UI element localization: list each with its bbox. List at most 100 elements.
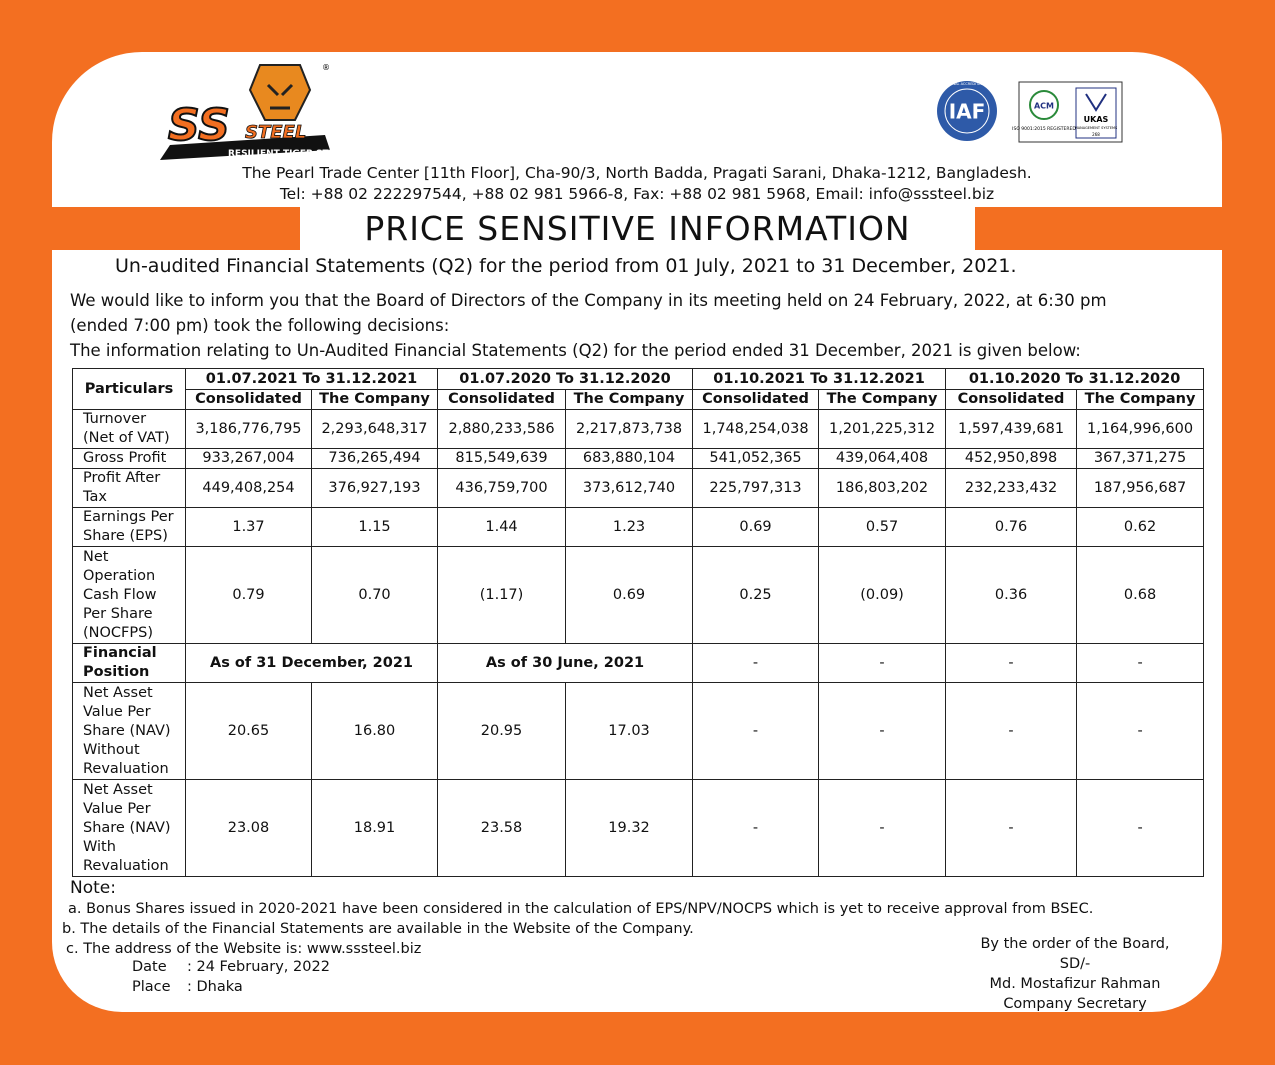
subheader: Consolidated: [185, 389, 312, 410]
value-cell: -: [1076, 779, 1205, 877]
title: PRICE SENSITIVE INFORMATION: [364, 209, 911, 248]
subtitle: Un-audited Financial Statements (Q2) for…: [115, 255, 1017, 277]
value-cell: -: [1076, 643, 1205, 683]
value-cell: 0.79: [185, 546, 312, 644]
value-cell: 373,612,740: [565, 468, 694, 508]
value-cell: -: [945, 643, 1078, 683]
financial-table: Particulars 01.07.2021 To 31.12.2021 01.07…: [72, 368, 1205, 877]
signature-line: SD/-: [1059, 956, 1091, 972]
value-cell: 0.70: [310, 546, 439, 644]
note-heading: Note:: [70, 878, 116, 898]
title-panel: [300, 206, 975, 252]
corner-cell: Particulars: [72, 368, 186, 410]
value-cell: 2,293,648,317: [310, 409, 439, 449]
subheader: Consolidated: [945, 389, 1078, 410]
value-cell: 0.69: [565, 546, 694, 644]
value-cell: 1,201,225,312: [818, 409, 947, 449]
place-value: : Dhaka: [187, 979, 243, 995]
subheader: The Company: [310, 389, 439, 410]
value-cell: -: [818, 779, 947, 877]
value-cell: -: [818, 643, 947, 683]
value-cell: 439,064,408: [818, 448, 947, 469]
intro: We would like to inform you that the Boa…: [70, 288, 1107, 363]
value-cell: 23.58: [437, 779, 567, 877]
value-cell: 1.44: [437, 507, 567, 547]
logo-brand: SS: [168, 100, 230, 151]
data-row: Earnings Per Share (EPS) 1.37 1.15 1.44 1.23…: [72, 507, 1205, 547]
ukas-no: 268: [1092, 132, 1100, 137]
value-cell: -: [692, 779, 820, 877]
ukas-text: UKAS: [1084, 115, 1109, 124]
value-cell: 187,956,687: [1076, 468, 1205, 508]
value-cell: (0.09): [818, 546, 947, 644]
data-row: Profit After Tax 449,408,254 376,927,193 43…: [72, 468, 1205, 508]
iaf-ring: [944, 88, 990, 134]
value-cell: -: [945, 779, 1078, 877]
subheader: The Company: [1076, 389, 1205, 410]
logo-tagline: RESILIENT TIGER STRENGTH: [228, 149, 340, 159]
acm-badge: [1029, 90, 1059, 120]
value-cell: 16.80: [310, 682, 439, 780]
value-cell: 1,597,439,681: [945, 409, 1078, 449]
logo: ® SS STEEL RESILIENT TIGER STRENGTH: [160, 63, 340, 160]
date-value: : 24 February, 2022: [187, 959, 330, 975]
value-cell: 225,797,313: [692, 468, 820, 508]
signature: By the order of the Board, SD/- Md. Most…: [960, 934, 1190, 1014]
intro-line: (ended 7:00 pm) took the following decis…: [70, 316, 450, 335]
value-cell: 1,748,254,038: [692, 409, 820, 449]
intro-line: We would like to inform you that the Boa…: [70, 291, 1107, 310]
period-header: 01.10.2021 To 31.12.2021: [692, 368, 947, 390]
data-row: Gross Profit 933,267,004 736,265,494 815,54…: [72, 448, 1205, 469]
row-label: Gross Profit: [72, 448, 186, 469]
tiger-face: [266, 83, 294, 110]
row-label: Profit After Tax: [72, 468, 186, 508]
value-cell: 367,371,275: [1076, 448, 1205, 469]
row-label: Net Asset Value Per Share (NAV) With Rev…: [72, 779, 186, 877]
notes: a. Bonus Shares issued in 2020-2021 have…: [62, 899, 1093, 959]
subheader: Consolidated: [692, 389, 820, 410]
value-cell: 0.62: [1076, 507, 1205, 547]
value-cell: 0.36: [945, 546, 1078, 644]
period-header: 01.07.2020 To 31.12.2020: [437, 368, 694, 390]
contact: Tel: +88 02 222297544, +88 02 981 5966-8…: [279, 185, 995, 203]
value-cell: 17.03: [565, 682, 694, 780]
iaf-badge: [937, 81, 997, 141]
value-cell: 23.08: [185, 779, 312, 877]
value-cell: 1.15: [310, 507, 439, 547]
value-cell: 0.25: [692, 546, 820, 644]
place-label: Place: [132, 979, 171, 995]
value-cell: 3,186,776,795: [185, 409, 312, 449]
data-row: Turnover (Net of VAT) 3,186,776,795 2,293,…: [72, 409, 1205, 449]
header-row: Particulars 01.07.2021 To 31.12.2021 01.07…: [72, 368, 1205, 410]
value-cell: 933,267,004: [185, 448, 312, 469]
address: The Pearl Trade Center [11th Floor], Cha…: [242, 164, 1032, 182]
position-cell: As of 30 June, 2021: [437, 643, 694, 683]
period-header: 01.10.2020 To 31.12.2020: [945, 368, 1205, 390]
iaf-ring-text: INTERNATIONAL ACCREDITATION FORUM: [931, 82, 1002, 86]
value-cell: (1.17): [437, 546, 567, 644]
row-label: Earnings Per Share (EPS): [72, 507, 186, 547]
row-label: Net Operation Cash Flow Per Share (NOCFP…: [72, 546, 186, 644]
acm-text: ACM: [1034, 102, 1054, 111]
value-cell: 2,880,233,586: [437, 409, 567, 449]
registered: ®: [322, 63, 330, 72]
ukas-crown: [1085, 93, 1107, 112]
subheader: The Company: [565, 389, 694, 410]
value-cell: 0.76: [945, 507, 1078, 547]
value-cell: 736,265,494: [310, 448, 439, 469]
value-cell: 449,408,254: [185, 468, 312, 508]
value-cell: 232,233,432: [945, 468, 1078, 508]
data-row: Financial Position As of 31 December, 202…: [72, 643, 1205, 683]
value-cell: 20.65: [185, 682, 312, 780]
row-label: Financial Position: [72, 643, 186, 683]
iso-text: ISO 9001:2015 REGISTERED: [1012, 126, 1076, 132]
note: b. The details of the Financial Statemen…: [62, 921, 694, 937]
iaf-text: IAF: [949, 100, 986, 124]
value-cell: 0.57: [818, 507, 947, 547]
value-cell: 541,052,365: [692, 448, 820, 469]
logo-brand2: STEEL: [245, 122, 306, 143]
data-row: Net Asset Value Per Share (NAV) Without …: [72, 682, 1205, 780]
value-cell: -: [692, 643, 820, 683]
signature-line: Md. Mostafizur Rahman: [989, 976, 1161, 992]
